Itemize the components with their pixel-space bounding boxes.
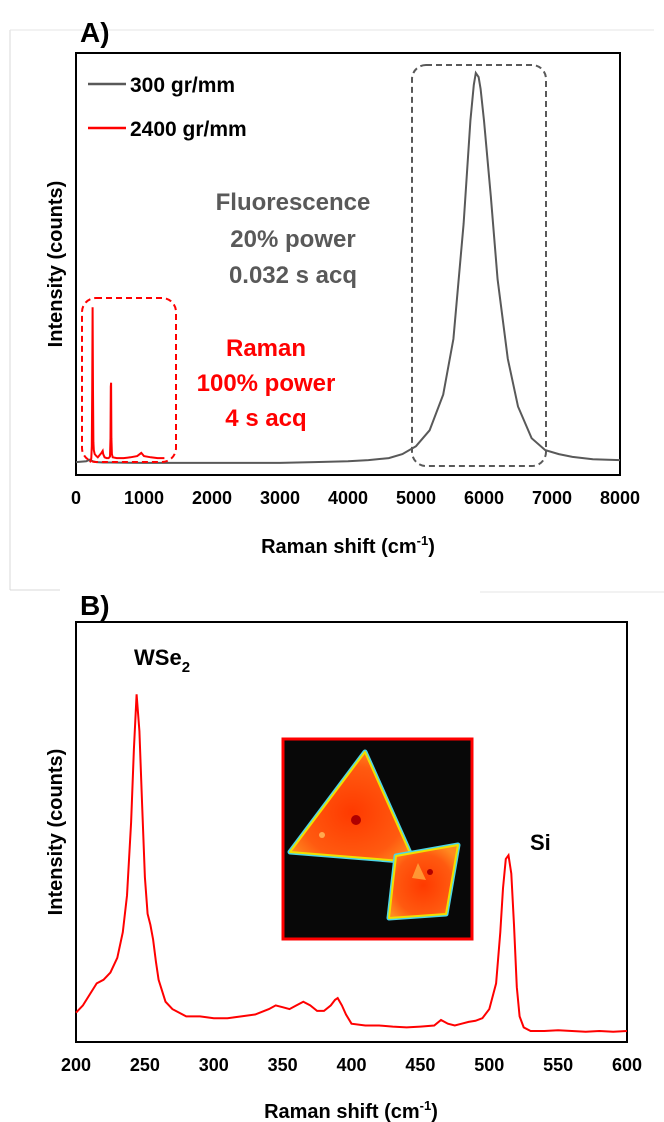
x-tick-label: 500 (474, 1055, 504, 1075)
chart-a: 0 1000 2000 3000 4000 5000 6000 7000 8000 300 gr… (45, 52, 640, 558)
x-tick-label: 3000 (260, 488, 300, 508)
inset-flake-1-spot (319, 832, 325, 838)
x-tick-label: 550 (543, 1055, 573, 1075)
chart-a-fluorescence-annotation: Fluorescence 20% power 0.032 s acq (216, 189, 371, 289)
x-tick-label: 200 (61, 1055, 91, 1075)
x-tick-label: 8000 (600, 488, 640, 508)
x-tick-label: 600 (612, 1055, 642, 1075)
chart-b-y-axis-title: Intensity (counts) (45, 749, 67, 916)
annotation-fluorescence-line-2: 20% power (230, 226, 355, 253)
inset-flake-bright-spot (412, 863, 426, 880)
x-tick-label: 250 (130, 1055, 160, 1075)
x-tick-label: 5000 (396, 488, 436, 508)
x-tick-label: 350 (268, 1055, 298, 1075)
x-tick-label: 7000 (532, 488, 572, 508)
chart-a-raman-box (81, 297, 177, 463)
annotation-raman-line-3: 4 s acq (225, 405, 306, 432)
chart-a-y-axis-title: Intensity (counts) (45, 181, 67, 348)
chart-a-fluorescence-box (411, 64, 547, 467)
chart-a-legend: 300 gr/mm 2400 gr/mm (88, 74, 247, 141)
chart-b: 200 250 300 350 400 450 500 550 600 WSe2 Si Rama… (45, 621, 642, 1122)
legend-label-2400: 2400 gr/mm (130, 118, 247, 141)
x-tick-label: 2000 (192, 488, 232, 508)
chart-a-plot-frame (75, 52, 621, 476)
chart-b-spectrum-line (75, 694, 628, 1033)
inset-flake-2 (388, 844, 459, 919)
inset-flake-1-defect (351, 815, 361, 825)
panel-a-label: A) (80, 17, 110, 48)
annotation-raman-line-2: 100% power (197, 370, 336, 397)
chart-b-plot-frame (75, 621, 628, 1043)
annotation-raman-line-1: Raman (226, 335, 306, 362)
panel-b-label: B) (80, 590, 110, 621)
x-tick-label: 1000 (124, 488, 164, 508)
x-tick-label: 400 (336, 1055, 366, 1075)
legend-label-300: 300 gr/mm (130, 74, 235, 97)
chart-a-series-2400-line (88, 307, 165, 463)
chart-b-x-axis: 200 250 300 350 400 450 500 550 600 (61, 1055, 642, 1075)
chart-b-inset-map-image (281, 737, 474, 941)
chart-b-wse2-label: WSe2 (134, 645, 190, 676)
chart-a-x-axis-title: Raman shift (cm-1) (261, 533, 435, 558)
x-tick-label: 0 (71, 488, 81, 508)
annotation-fluorescence-line-3: 0.032 s acq (229, 262, 357, 289)
annotation-fluorescence-line-1: Fluorescence (216, 189, 371, 216)
chart-b-x-axis-title: Raman shift (cm-1) (264, 1098, 438, 1122)
x-tick-label: 4000 (328, 488, 368, 508)
x-tick-label: 6000 (464, 488, 504, 508)
chart-a-series-300-line (75, 70, 621, 464)
chart-a-x-axis: 0 1000 2000 3000 4000 5000 6000 7000 8000 (71, 488, 640, 508)
x-tick-label: 450 (405, 1055, 435, 1075)
inset-flake-2-defect (427, 869, 433, 875)
chart-b-si-label: Si (530, 830, 551, 855)
chart-a-raman-annotation: Raman 100% power 4 s acq (197, 335, 336, 432)
x-tick-label: 300 (199, 1055, 229, 1075)
